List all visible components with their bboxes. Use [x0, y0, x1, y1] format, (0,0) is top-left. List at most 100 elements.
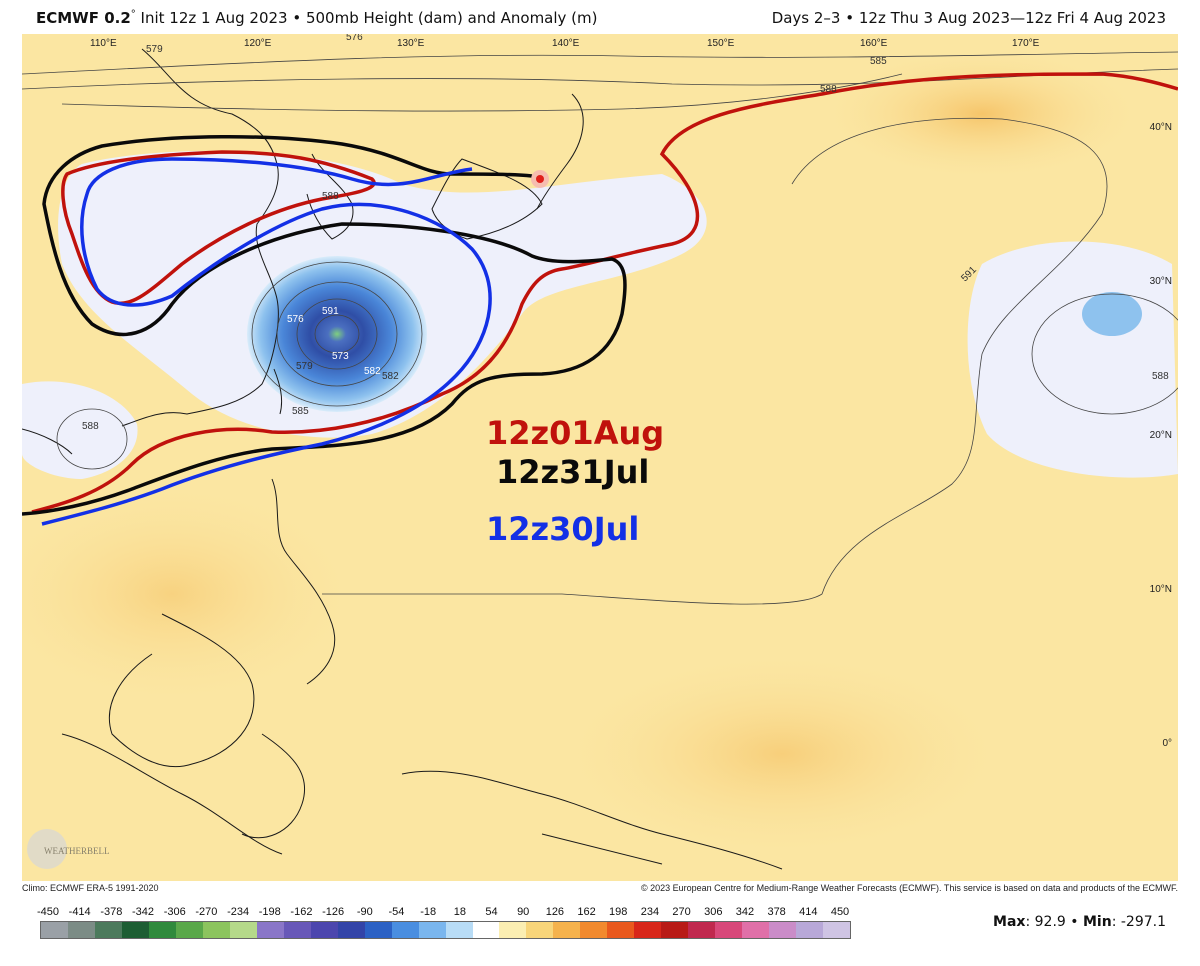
- colorbar-tick-label: 126: [545, 906, 565, 918]
- colorbar-segment: [553, 922, 581, 938]
- colorbar-tick-label: 18: [453, 906, 466, 918]
- colorbar-segment: [310, 922, 338, 938]
- colorbar-tick-label: 450: [830, 906, 850, 918]
- stats-separator: •: [1065, 914, 1083, 930]
- colorbar-tick-label: 90: [517, 906, 530, 918]
- lon-label: 160°E: [860, 38, 888, 49]
- colorbar-tick-label: 378: [767, 906, 786, 918]
- colorbar-segment: [742, 922, 770, 938]
- colorbar-tick-label: 270: [672, 906, 691, 918]
- header: ECMWF 0.2° Init 12z 1 Aug 2023 • 500mb H…: [0, 0, 1200, 34]
- degree-mark: °: [130, 9, 136, 20]
- contour-label: 591: [322, 306, 339, 317]
- colorbar-segment: [607, 922, 635, 938]
- colorbar-segment: [67, 922, 95, 938]
- run-legend: 12z01Aug 12z31Jul 12z30Jul: [486, 414, 664, 548]
- min-label: Min: [1082, 914, 1112, 930]
- lat-label: 20°N: [1150, 430, 1172, 441]
- warm-anomaly: [542, 644, 1022, 864]
- lon-label: 120°E: [244, 38, 272, 49]
- colorbar-segment: [229, 922, 257, 938]
- cool-anomaly: [22, 381, 138, 479]
- colorbar-tick-label: 162: [577, 906, 596, 918]
- colorbar-tick-label: -450: [36, 906, 60, 918]
- model-name: ECMWF 0.2: [36, 9, 131, 27]
- lon-label: 140°E: [552, 38, 580, 49]
- legend-jul31: 12z31Jul: [496, 453, 649, 491]
- colorbar-tick-label: -270: [195, 906, 218, 918]
- colorbar-segment: [418, 922, 446, 938]
- colorbar-tick-label: -162: [290, 906, 313, 918]
- colorbar-segment: [526, 922, 554, 938]
- colorbar-tick-label: 54: [485, 906, 498, 918]
- colorbar-segment: [202, 922, 230, 938]
- colorbar-segment: [472, 922, 500, 938]
- contour-label: 576: [287, 314, 304, 325]
- colorbar-segment: [499, 922, 527, 938]
- colorbar-segment: [580, 922, 608, 938]
- colorbar-tick-label: 342: [735, 906, 755, 918]
- colorbar-segment: [337, 922, 365, 938]
- contour-label: 588: [322, 191, 339, 202]
- run-12z30jul-line: [41, 157, 492, 526]
- colorbar-segment: [94, 922, 122, 938]
- colorbar-segment: [391, 922, 419, 938]
- colorbar-segment: [769, 922, 797, 938]
- climo-text: Climo: ECMWF ERA-5 1991-2020: [22, 883, 159, 893]
- colorbar-segment: [634, 922, 662, 938]
- colorbar-tick-label: 234: [640, 906, 660, 918]
- coastlines: [22, 48, 783, 870]
- watermark-text: WEATHERBELL: [44, 846, 110, 856]
- colorbar-tick-label: 306: [704, 906, 723, 918]
- colorbar-segment: [715, 922, 743, 938]
- colorbar-segment: [796, 922, 824, 938]
- contour-label: 573: [332, 351, 349, 362]
- colorbar-tick-label: 414: [799, 906, 818, 918]
- legend-aug01: 12z01Aug: [486, 414, 664, 452]
- colorbar-tick-label: -378: [100, 906, 123, 918]
- contour-labels: 576 579 585 588 591 582 573 588 576 579 …: [82, 34, 1169, 432]
- colorbar-segment: [283, 922, 311, 938]
- blue-anomaly: [1082, 292, 1142, 336]
- run-12z01aug-line: [61, 150, 376, 306]
- colorbar-segment: [823, 922, 851, 938]
- valid-time: Days 2–3 • 12z Thu 3 Aug 2023—12z Fri 4 …: [771, 9, 1166, 27]
- colorbar-tick-label: -90: [356, 906, 373, 918]
- contour-label: 576: [346, 34, 363, 43]
- colorbar-segment: [148, 922, 176, 938]
- colorbar-segment: [688, 922, 716, 938]
- colorbar-segment: [661, 922, 689, 938]
- weather-map: 110°E 120°E 130°E 140°E 150°E 160°E 170°…: [22, 34, 1178, 881]
- min-value: -297.1: [1120, 914, 1166, 930]
- colorbar-segment: [175, 922, 203, 938]
- lon-label: 170°E: [1012, 38, 1040, 49]
- colorbar: [40, 921, 851, 939]
- colorbar-segment: [256, 922, 284, 938]
- legend-jul30: 12z30Jul: [486, 510, 639, 548]
- contour-label: 582: [382, 371, 399, 382]
- latitude-labels: 40°N 30°N 20°N 10°N 0°: [1150, 122, 1172, 749]
- typhoon-low: [247, 256, 427, 412]
- lat-label: 0°: [1162, 738, 1172, 749]
- colorbar-tick-label: -234: [227, 906, 250, 918]
- run-12z01aug-line: [31, 72, 1178, 514]
- warm-anomaly: [22, 474, 372, 714]
- colorbar-tick-label: 198: [609, 906, 628, 918]
- colorbar-segment: [121, 922, 149, 938]
- longitude-labels: 110°E 120°E 130°E 140°E 150°E 160°E 170°…: [90, 38, 1040, 49]
- max-min-stats: Max: 92.9 • Min: -297.1: [993, 914, 1166, 930]
- copyright-text: © 2023 European Centre for Medium-Range …: [640, 883, 1178, 893]
- cool-anomaly: [967, 241, 1178, 478]
- colorbar-tick-label: -198: [258, 906, 281, 918]
- max-label: Max: [993, 914, 1026, 930]
- contour-label: 588: [1152, 371, 1169, 382]
- contour-label: 588: [820, 84, 837, 95]
- colorbar-tick-label: -54: [388, 906, 405, 918]
- colorbar-tick-label: -18: [420, 906, 437, 918]
- colorbar-segment: [41, 922, 68, 938]
- colorbar-tick-label: -306: [163, 906, 186, 918]
- colorbar-tick-label: -126: [322, 906, 345, 918]
- weatherbell-logo: WEATHERBELL: [27, 829, 110, 869]
- colorbar-tick-label: -342: [132, 906, 155, 918]
- contour-label: 579: [146, 44, 163, 55]
